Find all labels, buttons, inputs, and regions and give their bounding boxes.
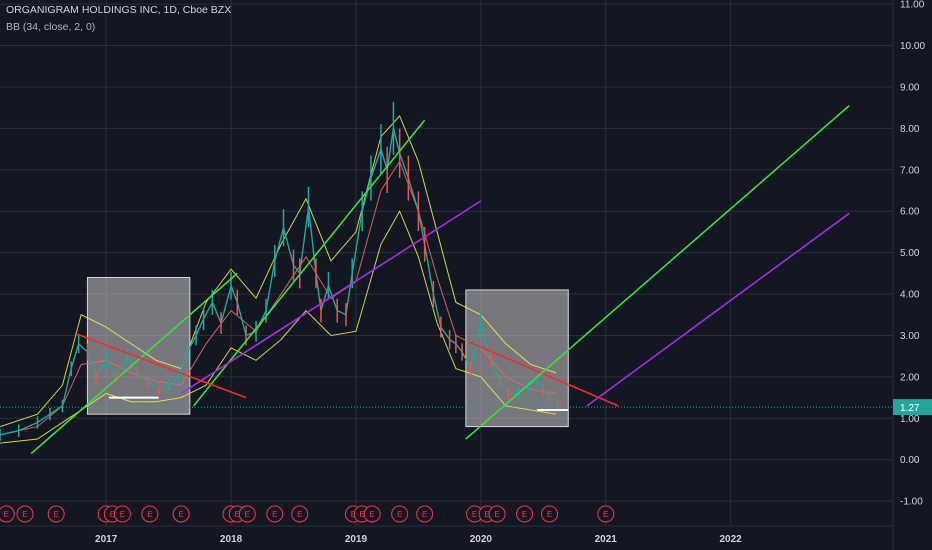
x-tick-label: 2022 [720, 534, 743, 545]
event-marker [16, 505, 34, 523]
trendline-green [30, 272, 238, 455]
support-lines[interactable] [108, 396, 569, 412]
event-label: E [22, 510, 27, 519]
event-marker [541, 505, 559, 523]
event-marker [266, 505, 284, 523]
event-label: E [178, 510, 183, 519]
y-tick-label: 5.00 [900, 248, 920, 259]
event-label: E [370, 510, 375, 519]
highlight-box [86, 276, 191, 415]
y-tick-label: 8.00 [900, 124, 920, 135]
event-marker [488, 505, 506, 523]
earnings-events[interactable]: EEEEEEEEEEEEEEEEEEEEEEEE [0, 505, 615, 523]
trendlines[interactable] [30, 105, 850, 455]
event-label: E [494, 510, 499, 519]
event-marker [47, 505, 65, 523]
event-marker [291, 505, 309, 523]
event-label: E [245, 510, 250, 519]
y-tick-label: -1.00 [900, 497, 923, 508]
y-tick-label: 0.00 [900, 455, 920, 466]
event-label: E [54, 510, 59, 519]
y-tick-label: 9.00 [900, 82, 920, 93]
x-tick-label: 2017 [95, 534, 118, 545]
highlight-box [465, 289, 569, 428]
x-tick-label: 2018 [220, 534, 243, 545]
y-tick-label: 3.00 [900, 331, 920, 342]
event-marker [416, 505, 434, 523]
event-marker [516, 505, 534, 523]
event-marker [172, 505, 190, 523]
event-marker [597, 505, 615, 523]
event-marker [113, 505, 131, 523]
event-label: E [603, 510, 608, 519]
event-label: E [522, 510, 527, 519]
event-marker [363, 505, 381, 523]
event-label: E [110, 510, 115, 519]
trendline-purple [586, 212, 850, 407]
event-label: E [147, 510, 152, 519]
y-tick-label: 7.00 [900, 165, 920, 176]
last-price-bg [893, 399, 932, 416]
event-marker [238, 505, 256, 523]
event-marker [141, 505, 159, 523]
grid-lines [0, 0, 893, 526]
last-price-badge: 1.27 [893, 399, 932, 416]
event-label: E [297, 510, 302, 519]
event-label: E [4, 510, 9, 519]
event-label: E [547, 510, 552, 519]
trendline-purple [180, 200, 482, 395]
trendline-red [74, 332, 247, 399]
y-tick-label: 10.00 [900, 41, 925, 52]
event-label: E [484, 510, 489, 519]
event-label: E [360, 510, 365, 519]
event-label: E [272, 510, 277, 519]
highlight-boxes [86, 276, 569, 428]
y-tick-label: 6.00 [900, 207, 920, 218]
y-tick-label: 2.00 [900, 372, 920, 383]
time-axis[interactable]: 2017 2018 2019 2020 2021 2022 [95, 534, 742, 545]
event-marker [0, 505, 15, 523]
indicator-legend[interactable]: BB (34, close, 2, 0) [6, 21, 96, 33]
y-tick-label: 4.00 [900, 290, 920, 301]
trendline-red [468, 340, 619, 407]
price-series [0, 101, 560, 442]
y-tick-label: 11.00 [900, 0, 925, 11]
price-axis[interactable]: -1.00 0.00 1.00 2.00 3.00 4.00 5.00 6.00 7.00 8.0… [900, 0, 925, 508]
event-label: E [235, 510, 240, 519]
trendline-green [465, 105, 850, 440]
x-tick-label: 2020 [470, 534, 493, 545]
event-label: E [422, 510, 427, 519]
last-price-label: 1.27 [900, 403, 920, 414]
y-tick-label: 1.00 [900, 414, 920, 425]
x-tick-label: 2021 [595, 534, 618, 545]
band-lower [0, 210, 556, 444]
event-label: E [351, 510, 356, 519]
x-tick-label: 2019 [345, 534, 368, 545]
trendline-green [192, 119, 426, 407]
band-upper [0, 115, 556, 428]
event-label: E [397, 510, 402, 519]
symbol-title[interactable]: ORGANIGRAM HOLDINGS INC, 1D, Cboe BZX [6, 4, 232, 16]
event-label: E [120, 510, 125, 519]
event-marker [391, 505, 409, 523]
event-label: E [472, 510, 477, 519]
